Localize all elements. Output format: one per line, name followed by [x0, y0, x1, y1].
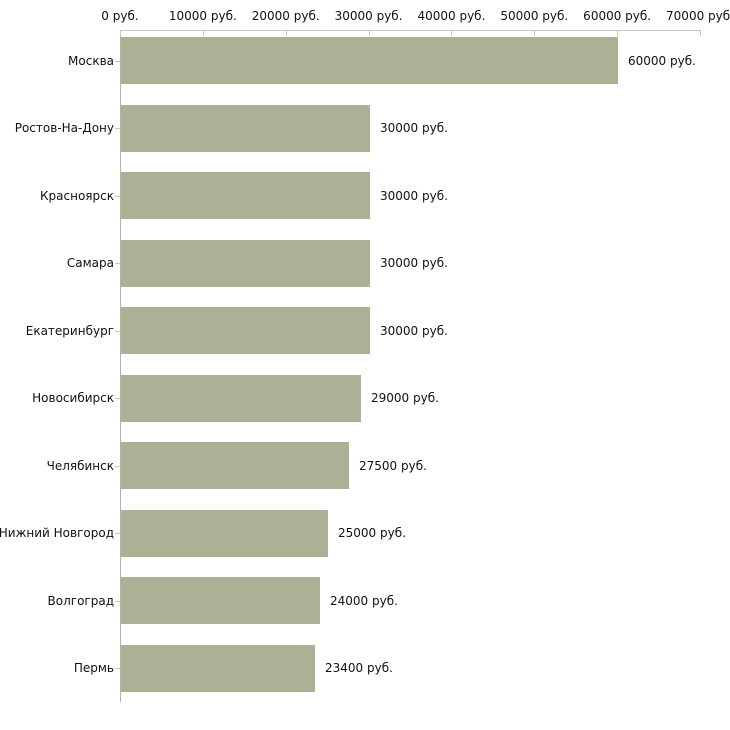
category-label: Самара [66, 256, 114, 270]
value-label: 30000 руб. [380, 323, 448, 338]
category-label: Красноярск [40, 188, 114, 203]
x-tick-label: 30000 руб. [334, 9, 403, 23]
x-tick-mark [120, 30, 121, 36]
value-label: 23400 руб. [325, 661, 393, 675]
x-tick-label: 0 руб. [101, 9, 139, 23]
x-tick-label: 40000 руб. [417, 9, 486, 23]
value-label: 30000 руб. [380, 121, 448, 135]
value-label: 60000 руб. [628, 53, 696, 68]
category-label: Челябинск [46, 458, 114, 473]
x-tick-mark [534, 30, 536, 36]
category-label: Волгоград [47, 593, 114, 608]
x-axis-line [120, 30, 701, 31]
x-tick-label: 20000 руб. [251, 9, 320, 23]
bar [121, 37, 618, 84]
category-tick-mark [115, 195, 120, 197]
bar [121, 104, 370, 152]
value-label: 30000 руб. [380, 188, 448, 203]
category-tick-mark [115, 60, 120, 62]
x-tick-label: 70000 руб. [666, 9, 730, 23]
category-tick-mark [115, 398, 120, 399]
y-axis-line [120, 30, 121, 702]
category-label: Пермь [73, 661, 114, 675]
bar [121, 172, 370, 219]
category-tick-mark [115, 668, 120, 669]
bar [121, 239, 370, 287]
x-tick-mark [202, 30, 204, 36]
bar [121, 644, 315, 692]
category-tick-mark [115, 263, 120, 264]
category-tick-mark [115, 600, 120, 602]
x-tick-mark [451, 30, 453, 36]
category-tick-mark [115, 330, 120, 332]
bar [121, 307, 370, 354]
bar [121, 442, 349, 489]
x-tick-mark [700, 30, 701, 36]
value-label: 27500 руб. [359, 458, 427, 473]
bar [121, 374, 361, 422]
category-tick-mark [115, 533, 120, 534]
bar [121, 509, 328, 557]
category-label: Ростов-На-Дону [14, 121, 114, 135]
value-label: 29000 руб. [371, 391, 439, 405]
category-label: Екатеринбург [25, 323, 114, 338]
value-label: 25000 руб. [338, 526, 406, 540]
x-tick-label: 50000 руб. [500, 9, 569, 23]
x-tick-mark [285, 30, 287, 36]
category-label: Москва [68, 53, 114, 68]
category-label: Новосибирск [32, 391, 114, 405]
category-label: Нижний Новгород [0, 526, 114, 540]
category-tick-mark [115, 465, 120, 467]
x-tick-mark [617, 30, 619, 36]
x-tick-mark [368, 30, 370, 36]
x-tick-label: 60000 руб. [583, 9, 652, 23]
value-label: 24000 руб. [330, 593, 398, 608]
x-tick-label: 10000 руб. [168, 9, 237, 23]
bar [121, 577, 320, 624]
category-tick-mark [115, 128, 120, 129]
value-label: 30000 руб. [380, 256, 448, 270]
